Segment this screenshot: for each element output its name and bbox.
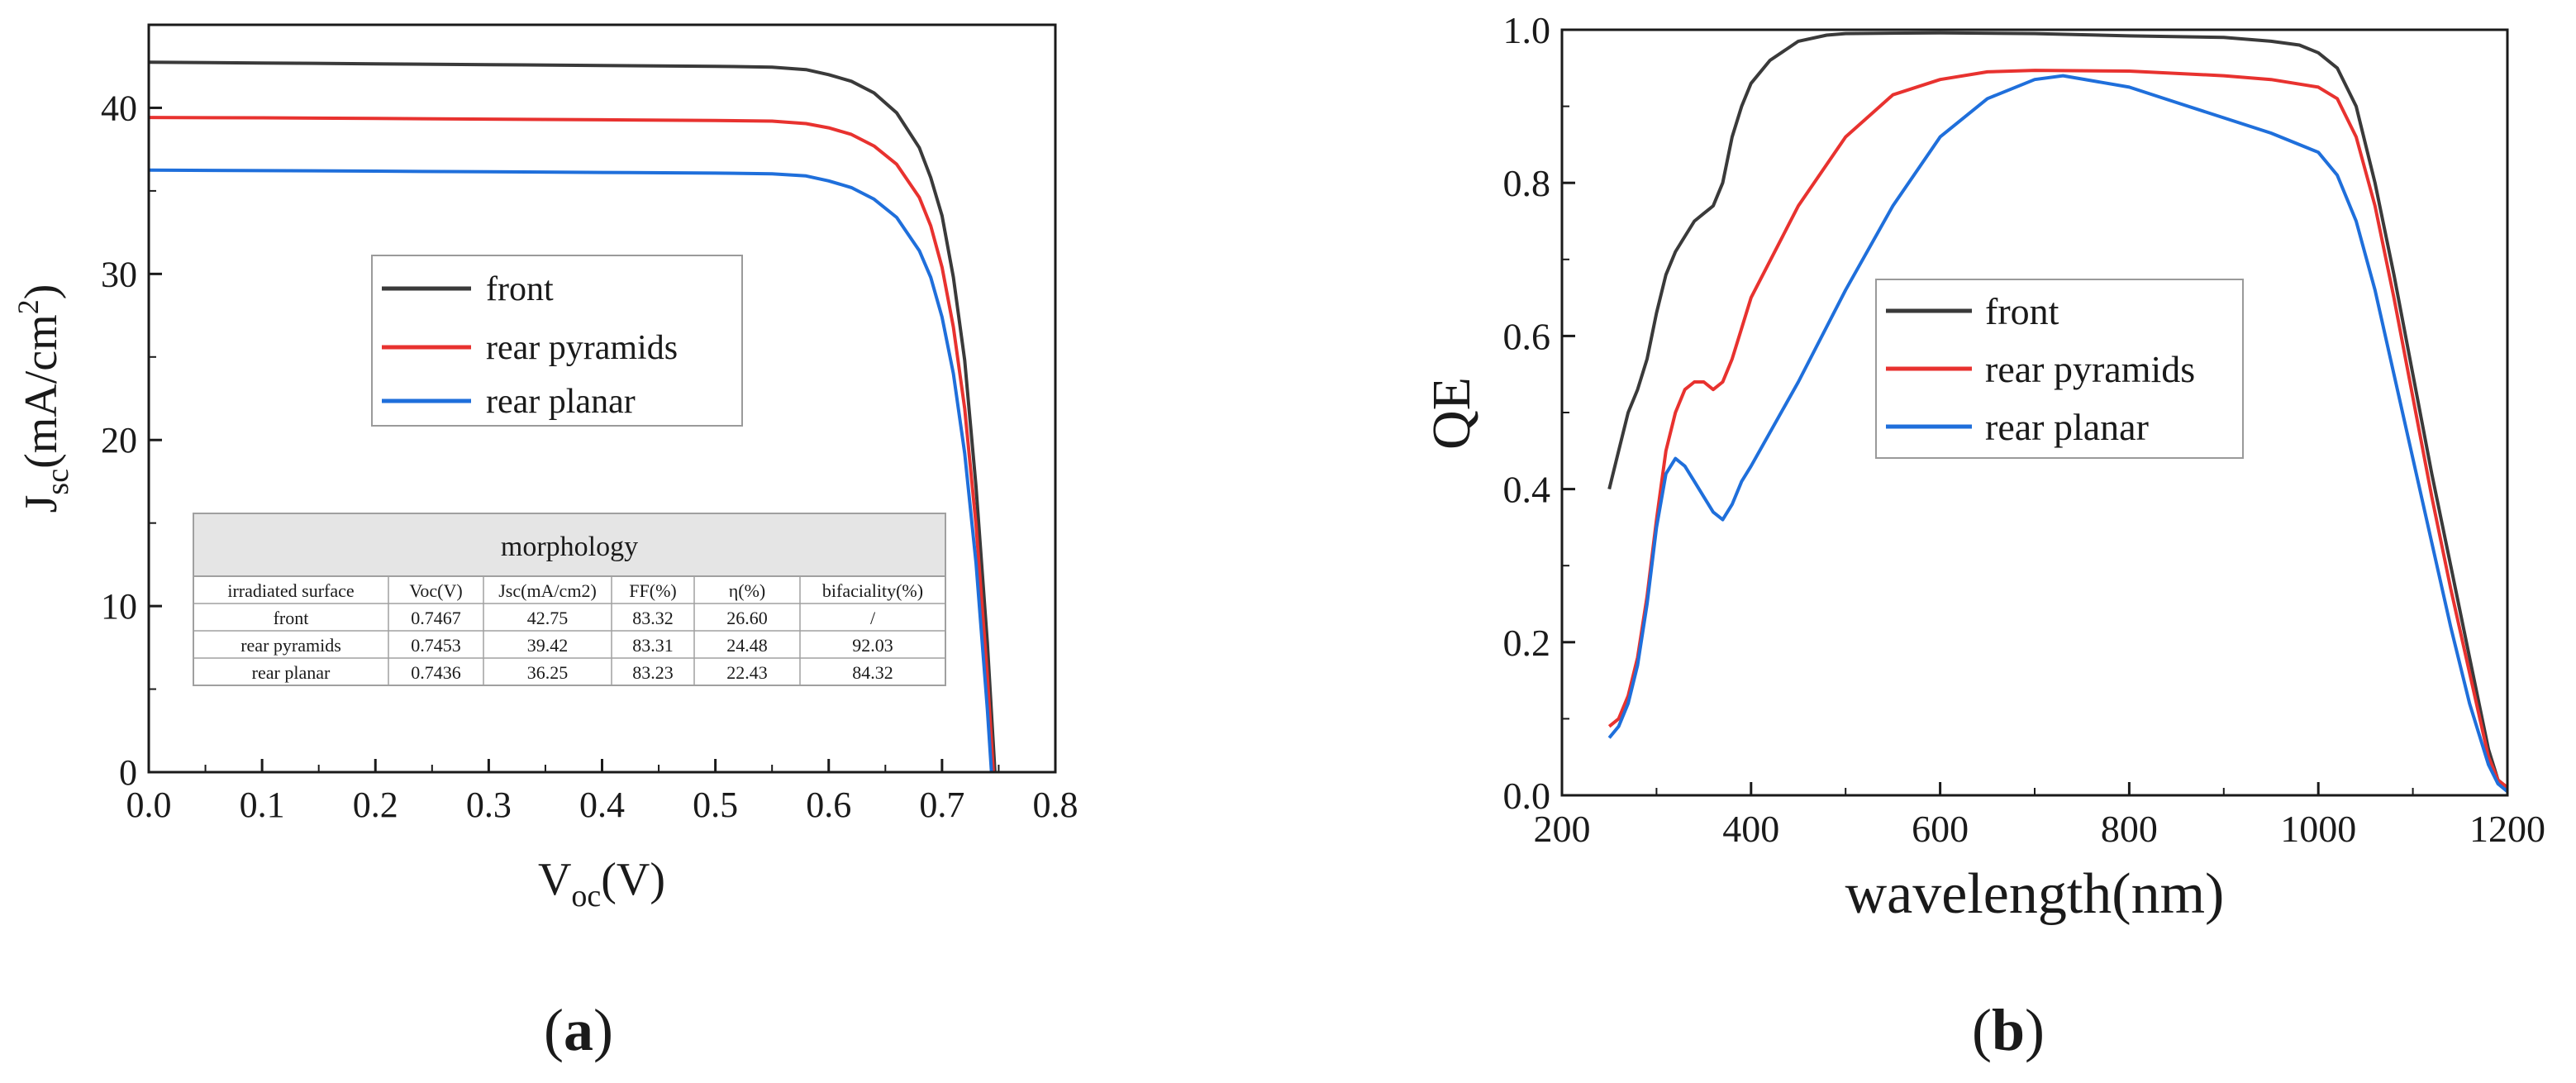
y-tick-label: 40	[101, 88, 137, 128]
table-cell: 24.48	[726, 635, 768, 656]
y-tick-label: 0.6	[1503, 315, 1551, 357]
y-tick-label: 0.0	[1503, 775, 1551, 817]
x-tick-label: 0.2	[353, 785, 398, 825]
series-line-rear-pyramids	[148, 116, 995, 773]
b-x-axis-label: wavelength(nm)	[1845, 862, 2225, 926]
a-ticks: 0.0 0.1 0.2 0.3 0.4 0.5 0.6 0.7 0.8 0 10 20 30 40	[101, 88, 1078, 825]
table-cell: 92.03	[852, 635, 893, 656]
a-curves	[148, 60, 997, 773]
a-legend-label-rear-planar: rear planar	[486, 383, 636, 421]
b-y-axis-label: QE	[1421, 377, 1482, 450]
series-line-rear-planar	[148, 168, 993, 773]
table-header-cell: η(%)	[729, 580, 765, 601]
table-header-cell: Voc(V)	[409, 580, 462, 601]
panel-a: front rear pyramids rear planar morpholo…	[12, 23, 1078, 1063]
a-legend-box	[371, 255, 743, 427]
table-cell: rear planar	[252, 662, 331, 683]
series-line-front	[148, 60, 997, 773]
x-tick-label: 600	[1912, 808, 1969, 850]
b-curves	[1607, 31, 2509, 793]
table-cell: 83.23	[632, 662, 674, 683]
a-legend: front rear pyramids rear planar	[371, 255, 743, 427]
table-cell: 0.7436	[411, 662, 461, 683]
y-tick-label: 0	[119, 752, 137, 793]
panel-label-b: (b)	[1972, 997, 2045, 1063]
series-line-front	[1607, 31, 2509, 790]
x-tick-label: 800	[2101, 808, 2158, 850]
a-x-axis-label: Voc(V)	[538, 854, 665, 914]
a-legend-label-front: front	[486, 270, 554, 308]
table-cell: 36.25	[527, 662, 569, 683]
y-tick-label: 10	[101, 586, 137, 627]
x-tick-label: 0.5	[693, 785, 738, 825]
b-legend-label-rear-pyramids: rear pyramids	[1985, 348, 2195, 390]
y-tick-label: 0.2	[1503, 622, 1551, 664]
a-y-axis-label: Jsc(mA/cm2)	[12, 284, 75, 513]
y-tick-label: 1.0	[1503, 9, 1551, 51]
x-tick-label: 0.7	[919, 785, 964, 825]
x-tick-label: 1200	[2469, 808, 2545, 850]
table-header-cell: irradiated surface	[227, 580, 354, 601]
table-cells: irradiated surface Voc(V) Jsc(mA/cm2) FF(%)…	[227, 580, 923, 683]
x-tick-label: 0.4	[579, 785, 625, 825]
x-tick-label: 0.1	[240, 785, 285, 825]
x-tick-label: 1000	[2280, 808, 2356, 850]
b-legend-label-rear-planar: rear planar	[1985, 406, 2149, 448]
table-header-cell: Jsc(mA/cm2)	[498, 580, 597, 601]
b-legend-label-front: front	[1985, 290, 2059, 332]
table-title-band	[193, 513, 946, 577]
table-cell: /	[870, 608, 876, 628]
panel-label-a: (a)	[544, 997, 613, 1063]
table-cell: front	[274, 608, 309, 628]
b-ticks: 200 400 600 800 1000 1200 0.0 0.2 0.4 0.6 0.8 1.0	[1503, 9, 2546, 850]
x-tick-label: 400	[1722, 808, 1779, 850]
table-cell: 26.60	[726, 608, 768, 628]
table-cell: 39.42	[527, 635, 569, 656]
series-line-rear-planar	[1607, 74, 2509, 793]
table-cell: 0.7467	[411, 608, 461, 628]
table-header-cell: FF(%)	[629, 580, 676, 601]
table-grid	[193, 576, 945, 685]
x-tick-label: 0.8	[1033, 785, 1078, 825]
table-cell: 83.31	[632, 635, 674, 656]
y-tick-label: 0.8	[1503, 162, 1551, 204]
a-legend-label-rear-pyramids: rear pyramids	[486, 329, 678, 367]
b-legend: front rear pyramids rear planar	[1875, 279, 2244, 459]
table-title: morphology	[501, 532, 638, 562]
x-tick-label: 0.0	[126, 785, 172, 825]
table-cell: 22.43	[726, 662, 768, 683]
y-tick-label: 30	[101, 254, 137, 294]
table-cell: 42.75	[527, 608, 569, 628]
table-cell: rear pyramids	[240, 635, 341, 656]
y-tick-label: 20	[101, 420, 137, 460]
x-tick-label: 0.3	[466, 785, 512, 825]
x-tick-label: 200	[1534, 808, 1591, 850]
x-tick-label: 0.6	[806, 785, 851, 825]
table-cell: 83.32	[632, 608, 674, 628]
panel-b: front rear pyramids rear planar 200 400 60…	[1421, 9, 2545, 1063]
morphology-table: morphology irradiated surface Voc(V) Jsc(m…	[193, 513, 946, 686]
table-header-cell: bifaciality(%)	[822, 580, 923, 601]
table-cell: 0.7453	[411, 635, 461, 656]
series-line-rear-pyramids	[1607, 69, 2509, 790]
y-tick-label: 0.4	[1503, 469, 1551, 511]
table-cell: 84.32	[852, 662, 893, 683]
